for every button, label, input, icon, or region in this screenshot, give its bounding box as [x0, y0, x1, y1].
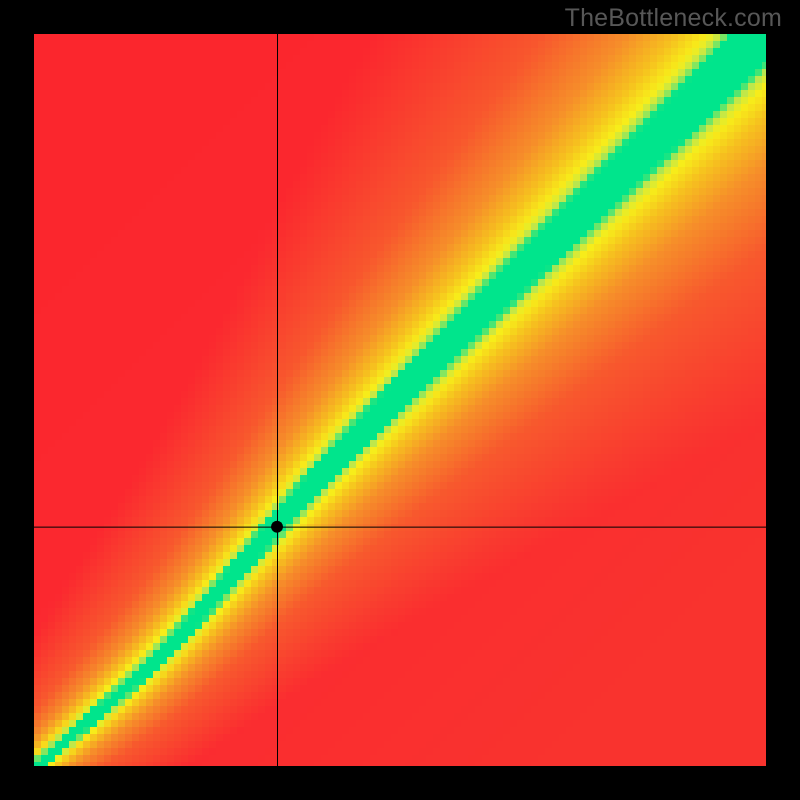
watermark-text: TheBottleneck.com — [565, 4, 782, 33]
chart-container: TheBottleneck.com — [0, 0, 800, 800]
bottleneck-heatmap — [0, 0, 800, 800]
